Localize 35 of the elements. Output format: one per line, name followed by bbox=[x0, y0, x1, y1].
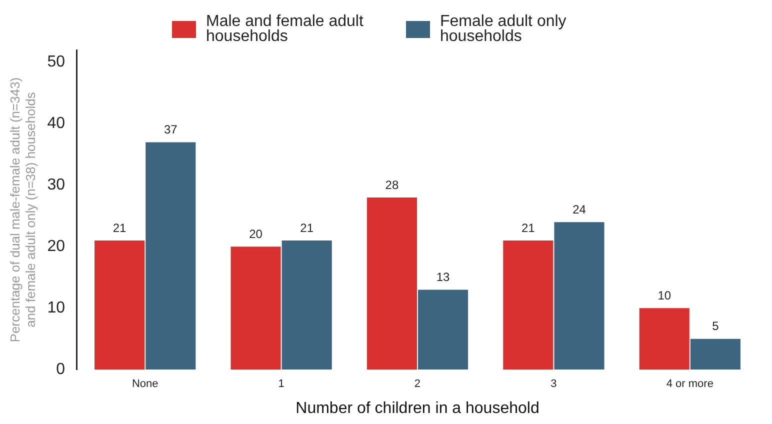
data-label: 21 bbox=[521, 220, 536, 235]
y-tick-label: 0 bbox=[56, 361, 66, 378]
x-tick-label: 1 bbox=[278, 378, 284, 390]
data-label: 10 bbox=[658, 288, 672, 302]
bar bbox=[639, 308, 690, 370]
x-axis-title: Number of children in a household bbox=[296, 400, 540, 417]
x-tick-label: None bbox=[132, 378, 158, 390]
bar bbox=[94, 240, 145, 370]
data-label: 21 bbox=[112, 220, 127, 235]
y-tick-label: 20 bbox=[47, 238, 66, 256]
bar bbox=[230, 246, 281, 370]
y-axis-title: Percentage of dual male-female adult (n=343) and female adult only (n=38) households bbox=[7, 77, 38, 342]
data-label: 37 bbox=[164, 122, 178, 137]
data-label: 21 bbox=[300, 220, 314, 235]
y-tick-label: 50 bbox=[47, 54, 66, 71]
legend-label: Male and female adult households bbox=[206, 13, 364, 45]
y-tick-label: 40 bbox=[47, 115, 66, 132]
bar bbox=[146, 142, 196, 370]
bar bbox=[503, 240, 554, 370]
legend-label: Female adult only households bbox=[440, 13, 568, 45]
bar bbox=[282, 240, 332, 370]
bar bbox=[418, 290, 468, 370]
bar bbox=[690, 338, 740, 370]
data-label: 20 bbox=[249, 226, 263, 241]
x-tick-label: 2 bbox=[414, 378, 421, 390]
x-tick-label: 3 bbox=[550, 378, 557, 390]
data-label: 5 bbox=[712, 319, 720, 334]
data-label: 24 bbox=[572, 202, 586, 216]
bar bbox=[554, 222, 604, 370]
y-tick-label: 10 bbox=[47, 300, 66, 317]
data-label: 28 bbox=[385, 178, 399, 192]
y-tick-label: 30 bbox=[47, 176, 66, 194]
x-tick-label: 4 or more bbox=[666, 378, 714, 390]
bar bbox=[366, 198, 417, 370]
data-label: 13 bbox=[436, 270, 450, 284]
